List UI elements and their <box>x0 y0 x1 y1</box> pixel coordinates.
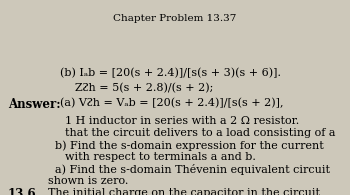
Text: Zᴤh = 5(s + 2.8)/(s + 2);: Zᴤh = 5(s + 2.8)/(s + 2); <box>75 83 214 93</box>
Text: (a) Vᴤh = Vₐb = [20(s + 2.4)]/[s(s + 2)],: (a) Vᴤh = Vₐb = [20(s + 2.4)]/[s(s + 2)]… <box>60 98 284 108</box>
Text: a) Find the s-domain Thévenin equivalent circuit: a) Find the s-domain Thévenin equivalent… <box>55 164 330 175</box>
Text: with respect to terminals a and b.: with respect to terminals a and b. <box>65 152 256 162</box>
Text: b) Find the s-domain expression for the current: b) Find the s-domain expression for the … <box>55 140 324 151</box>
Text: 13.6: 13.6 <box>8 188 37 195</box>
Text: that the circuit delivers to a load consisting of a: that the circuit delivers to a load cons… <box>65 128 336 138</box>
Text: Answer:: Answer: <box>8 98 61 111</box>
Text: shown is zero.: shown is zero. <box>48 176 128 186</box>
Text: 1 H inductor in series with a 2 Ω resistor.: 1 H inductor in series with a 2 Ω resist… <box>65 116 299 126</box>
Text: The initial charge on the capacitor in the circuit: The initial charge on the capacitor in t… <box>48 188 320 195</box>
Text: (b) Iₐb = [20(s + 2.4)]/[s(s + 3)(s + 6)].: (b) Iₐb = [20(s + 2.4)]/[s(s + 3)(s + 6)… <box>60 68 281 78</box>
Text: Chapter Problem 13.37: Chapter Problem 13.37 <box>113 14 237 23</box>
